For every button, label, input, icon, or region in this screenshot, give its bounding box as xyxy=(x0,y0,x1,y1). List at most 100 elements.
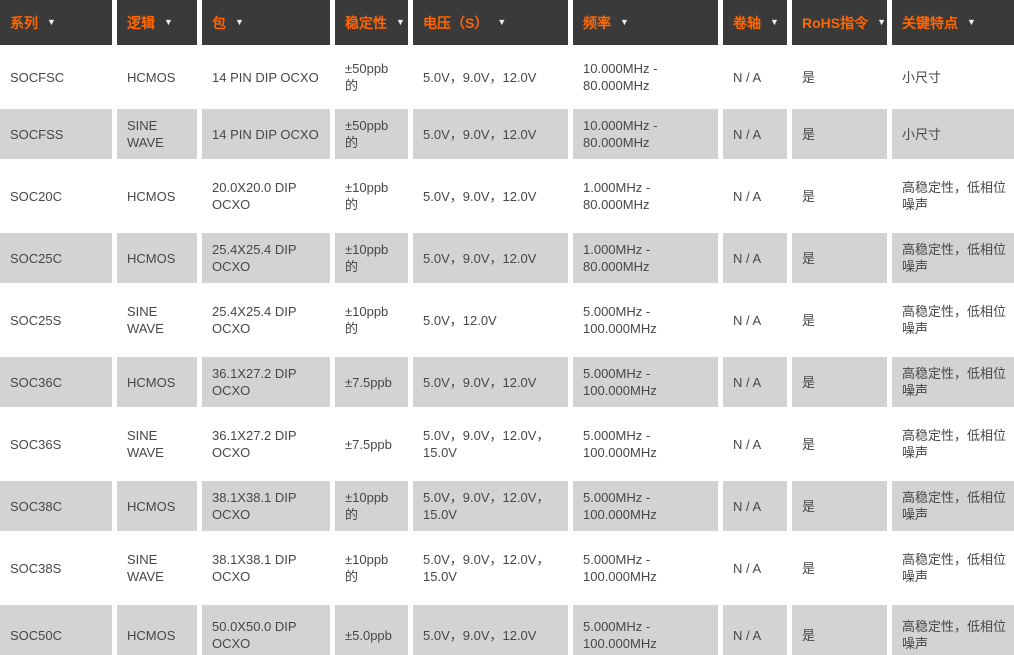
column-header-frequency[interactable]: 频率 ▼ xyxy=(573,0,718,45)
cell-voltage: 5.0V，9.0V，12.0V xyxy=(413,49,568,105)
cell-logic: SINE WAVE xyxy=(117,109,197,159)
cell-package: 14 PIN DIP OCXO xyxy=(202,109,330,159)
cell-rohs: 是 xyxy=(792,481,887,531)
column-header-series[interactable]: 系列 ▼ xyxy=(0,0,112,45)
cell-frequency: 10.000MHz - 80.000MHz xyxy=(573,109,718,159)
cell-voltage: 5.0V，9.0V，12.0V xyxy=(413,605,568,655)
cell-logic: HCMOS xyxy=(117,163,197,229)
chevron-down-icon[interactable]: ▼ xyxy=(967,16,976,27)
cell-series: SOC50C xyxy=(0,605,112,655)
cell-series: SOCFSC xyxy=(0,49,112,105)
cell-key-features: 小尺寸 xyxy=(892,49,1014,105)
cell-stability: ±50ppb的 xyxy=(335,109,408,159)
cell-reel: N / A xyxy=(723,605,787,655)
cell-package: 14 PIN DIP OCXO xyxy=(202,49,330,105)
table-body: SOCFSC HCMOS 14 PIN DIP OCXO ±50ppb的 5.0V，9.… xyxy=(0,49,1014,655)
table-row: SOCFSS SINE WAVE 14 PIN DIP OCXO ±50ppb的 5.0… xyxy=(0,109,1014,159)
chevron-down-icon[interactable]: ▼ xyxy=(396,16,405,27)
cell-package: 36.1X27.2 DIP OCXO xyxy=(202,411,330,477)
cell-stability: ±10ppb的 xyxy=(335,535,408,601)
cell-key-features: 高稳定性，低相位噪声 xyxy=(892,605,1014,655)
column-header-label: 逻辑 xyxy=(127,14,155,31)
chevron-down-icon[interactable]: ▼ xyxy=(620,16,629,27)
cell-rohs: 是 xyxy=(792,109,887,159)
cell-package: 36.1X27.2 DIP OCXO xyxy=(202,357,330,407)
cell-package: 25.4X25.4 DIP OCXO xyxy=(202,233,330,283)
column-header-rohs[interactable]: RoHS指令 ▼ xyxy=(792,0,887,45)
cell-frequency: 10.000MHz - 80.000MHz xyxy=(573,49,718,105)
column-header-logic[interactable]: 逻辑 ▼ xyxy=(117,0,197,45)
cell-frequency: 5.000MHz - 100.000MHz xyxy=(573,357,718,407)
cell-rohs: 是 xyxy=(792,357,887,407)
cell-logic: SINE WAVE xyxy=(117,287,197,353)
chevron-down-icon[interactable]: ▼ xyxy=(877,16,887,27)
cell-series: SOCFSS xyxy=(0,109,112,159)
cell-rohs: 是 xyxy=(792,233,887,283)
cell-logic: HCMOS xyxy=(117,49,197,105)
cell-package: 38.1X38.1 DIP OCXO xyxy=(202,481,330,531)
cell-voltage: 5.0V，9.0V，12.0V，15.0V xyxy=(413,535,568,601)
cell-key-features: 小尺寸 xyxy=(892,109,1014,159)
table-row: SOC36S SINE WAVE 36.1X27.2 DIP OCXO ±7.5ppb… xyxy=(0,411,1014,477)
column-header-reel[interactable]: 卷轴 ▼ xyxy=(723,0,787,45)
cell-key-features: 高稳定性，低相位噪声 xyxy=(892,535,1014,601)
cell-frequency: 1.000MHz - 80.000MHz xyxy=(573,233,718,283)
cell-reel: N / A xyxy=(723,49,787,105)
cell-rohs: 是 xyxy=(792,605,887,655)
cell-key-features: 高稳定性，低相位噪声 xyxy=(892,163,1014,229)
cell-logic: HCMOS xyxy=(117,357,197,407)
cell-frequency: 5.000MHz - 100.000MHz xyxy=(573,481,718,531)
cell-package: 20.0X20.0 DIP OCXO xyxy=(202,163,330,229)
table-header-row: 系列 ▼ 逻辑 ▼ 包 ▼ 稳定性 ▼ 电压（S） ▼ 频率 ▼ 卷轴 ▼ RoHS指令 ▼ 关键特点 ▼ xyxy=(0,0,1014,45)
chevron-down-icon[interactable]: ▼ xyxy=(770,16,779,27)
cell-reel: N / A xyxy=(723,357,787,407)
table-row: SOC38S SINE WAVE 38.1X38.1 DIP OCXO ±10ppb的… xyxy=(0,535,1014,601)
cell-key-features: 高稳定性，低相位噪声 xyxy=(892,481,1014,531)
cell-stability: ±10ppb的 xyxy=(335,233,408,283)
cell-rohs: 是 xyxy=(792,49,887,105)
cell-frequency: 5.000MHz - 100.000MHz xyxy=(573,411,718,477)
cell-rohs: 是 xyxy=(792,535,887,601)
cell-frequency: 5.000MHz - 100.000MHz xyxy=(573,605,718,655)
column-header-key-features[interactable]: 关键特点 ▼ xyxy=(892,0,1014,45)
cell-reel: N / A xyxy=(723,109,787,159)
column-header-label: 卷轴 xyxy=(733,14,761,31)
cell-voltage: 5.0V，9.0V，12.0V xyxy=(413,163,568,229)
column-header-stability[interactable]: 稳定性 ▼ xyxy=(335,0,408,45)
column-header-label: 系列 xyxy=(10,14,38,31)
cell-reel: N / A xyxy=(723,287,787,353)
cell-frequency: 5.000MHz - 100.000MHz xyxy=(573,287,718,353)
cell-series: SOC38S xyxy=(0,535,112,601)
cell-stability: ±7.5ppb xyxy=(335,357,408,407)
cell-voltage: 5.0V，9.0V，12.0V xyxy=(413,233,568,283)
column-header-voltage[interactable]: 电压（S） ▼ xyxy=(413,0,568,45)
chevron-down-icon[interactable]: ▼ xyxy=(497,16,507,27)
column-header-label: 包 xyxy=(212,14,226,31)
cell-logic: SINE WAVE xyxy=(117,411,197,477)
cell-reel: N / A xyxy=(723,481,787,531)
cell-package: 25.4X25.4 DIP OCXO xyxy=(202,287,330,353)
cell-logic: SINE WAVE xyxy=(117,535,197,601)
table-row: SOC38C HCMOS 38.1X38.1 DIP OCXO ±10ppb的 5.0V… xyxy=(0,481,1014,531)
cell-package: 50.0X50.0 DIP OCXO xyxy=(202,605,330,655)
cell-series: SOC25C xyxy=(0,233,112,283)
column-header-label: 稳定性 xyxy=(345,14,387,31)
cell-voltage: 5.0V，9.0V，12.0V，15.0V xyxy=(413,481,568,531)
cell-stability: ±7.5ppb xyxy=(335,411,408,477)
chevron-down-icon[interactable]: ▼ xyxy=(164,16,173,27)
table-row: SOC36C HCMOS 36.1X27.2 DIP OCXO ±7.5ppb 5.0V… xyxy=(0,357,1014,407)
chevron-down-icon[interactable]: ▼ xyxy=(47,16,56,27)
table-row: SOC50C HCMOS 50.0X50.0 DIP OCXO ±5.0ppb 5.0V… xyxy=(0,605,1014,655)
cell-rohs: 是 xyxy=(792,411,887,477)
column-header-label: 电压（S） xyxy=(423,14,489,31)
cell-reel: N / A xyxy=(723,233,787,283)
chevron-down-icon[interactable]: ▼ xyxy=(235,16,244,27)
cell-stability: ±10ppb的 xyxy=(335,481,408,531)
cell-package: 38.1X38.1 DIP OCXO xyxy=(202,535,330,601)
cell-reel: N / A xyxy=(723,535,787,601)
column-header-package[interactable]: 包 ▼ xyxy=(202,0,330,45)
column-header-label: 频率 xyxy=(583,14,611,31)
table-row: SOC20C HCMOS 20.0X20.0 DIP OCXO ±10ppb的 5.0V… xyxy=(0,163,1014,229)
